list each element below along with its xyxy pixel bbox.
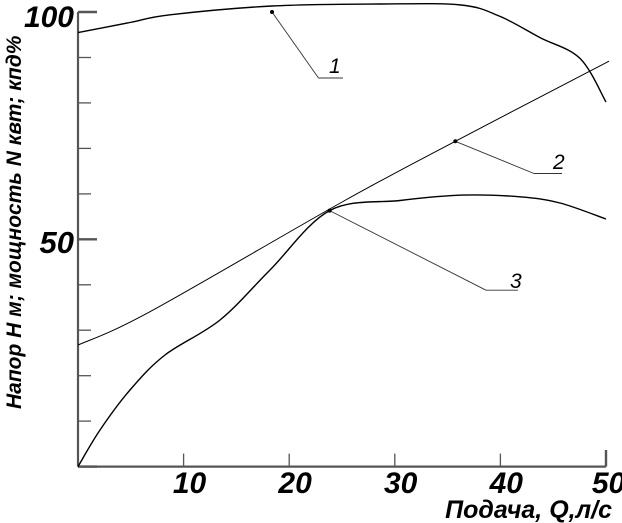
svg-text:100: 100 — [24, 1, 74, 34]
svg-text:50: 50 — [40, 225, 74, 260]
svg-text:1: 1 — [329, 55, 341, 78]
svg-text:10: 10 — [173, 467, 207, 500]
svg-text:3: 3 — [510, 270, 522, 293]
svg-text:20: 20 — [277, 467, 312, 500]
svg-text:Напор Н м; мощность N квт; кпд: Напор Н м; мощность N квт; кпд% — [3, 35, 26, 409]
svg-text:30: 30 — [384, 467, 418, 500]
svg-text:2: 2 — [552, 151, 565, 174]
svg-text:Подача, Q,л/с: Подача, Q,л/с — [445, 496, 612, 523]
